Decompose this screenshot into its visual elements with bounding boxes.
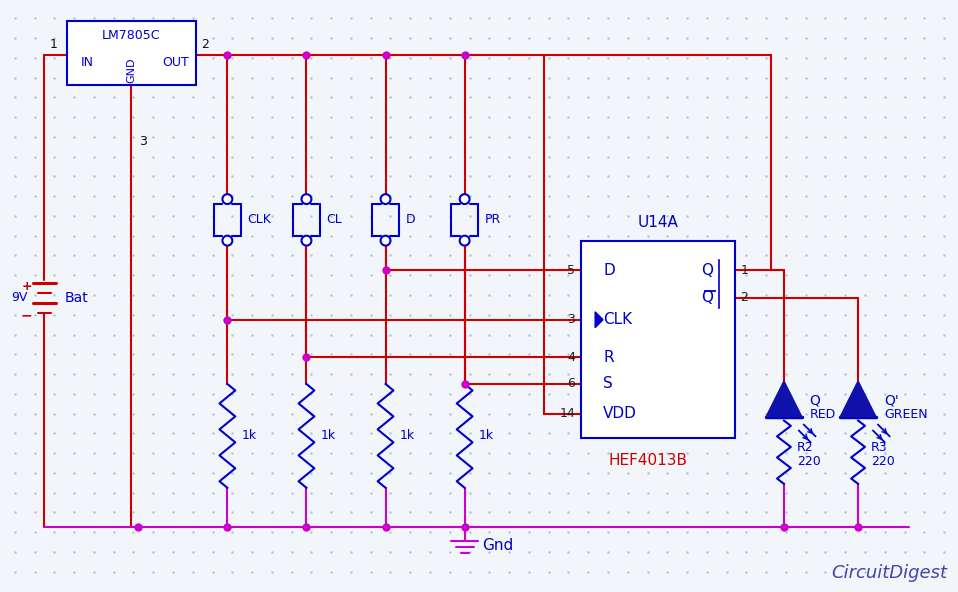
Text: VDD: VDD: [603, 406, 637, 421]
Text: +: +: [21, 279, 32, 292]
Text: −: −: [21, 309, 33, 323]
Text: R3: R3: [871, 441, 887, 453]
Text: 220: 220: [871, 455, 895, 468]
Text: LM7805C: LM7805C: [103, 28, 161, 41]
Text: CircuitDigest: CircuitDigest: [832, 564, 947, 582]
Text: 1k: 1k: [399, 429, 415, 442]
Text: RED: RED: [810, 408, 836, 421]
Text: D: D: [405, 213, 415, 226]
Polygon shape: [766, 381, 802, 417]
Circle shape: [222, 194, 233, 204]
Text: 14: 14: [559, 407, 576, 420]
Text: OUT: OUT: [163, 56, 190, 69]
Text: GREEN: GREEN: [884, 408, 927, 421]
Bar: [582, 240, 735, 438]
Text: 2: 2: [741, 291, 748, 304]
Circle shape: [222, 236, 233, 246]
Text: U14A: U14A: [637, 215, 678, 230]
Text: Bat: Bat: [64, 291, 88, 305]
Text: GND: GND: [126, 58, 136, 83]
Text: D: D: [603, 263, 615, 278]
Bar: [67, 21, 195, 85]
Text: R: R: [603, 350, 614, 365]
Text: Q: Q: [700, 263, 713, 278]
Text: 3: 3: [140, 135, 148, 148]
Text: 220: 220: [797, 455, 821, 468]
Text: 3: 3: [567, 313, 576, 326]
Circle shape: [460, 236, 469, 246]
Circle shape: [460, 194, 469, 204]
Text: 1k: 1k: [241, 429, 257, 442]
Text: Gnd: Gnd: [483, 538, 513, 552]
Polygon shape: [840, 381, 876, 417]
Circle shape: [380, 194, 391, 204]
Text: IN: IN: [80, 56, 94, 69]
Circle shape: [302, 194, 311, 204]
Text: 9V: 9V: [11, 291, 28, 304]
Text: CLK: CLK: [603, 312, 632, 327]
Text: HEF4013B: HEF4013B: [608, 453, 688, 468]
Text: Q: Q: [700, 291, 713, 305]
Text: S: S: [603, 377, 613, 391]
Text: 5: 5: [567, 264, 576, 277]
Text: CL: CL: [327, 213, 342, 226]
Text: R2: R2: [797, 441, 813, 453]
Text: 6: 6: [567, 378, 576, 391]
Text: Q': Q': [884, 394, 899, 408]
Circle shape: [302, 236, 311, 246]
Circle shape: [380, 236, 391, 246]
Text: PR: PR: [485, 213, 501, 226]
Text: 1: 1: [50, 38, 57, 51]
Text: 1k: 1k: [478, 429, 493, 442]
Text: 1k: 1k: [320, 429, 335, 442]
Text: 1: 1: [741, 264, 748, 277]
Text: 4: 4: [567, 351, 576, 364]
Text: CLK: CLK: [247, 213, 271, 226]
Text: Q: Q: [810, 394, 820, 408]
Polygon shape: [595, 312, 603, 327]
Text: 2: 2: [200, 38, 209, 51]
